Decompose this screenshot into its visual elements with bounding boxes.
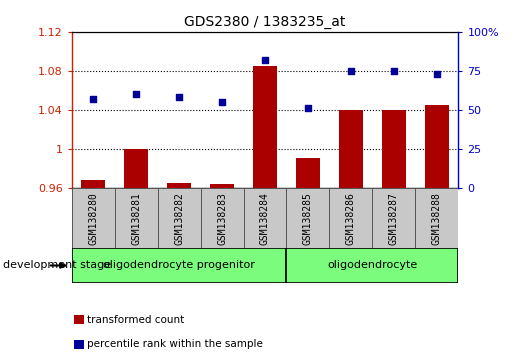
Text: GSM138283: GSM138283: [217, 193, 227, 245]
Text: development stage: development stage: [3, 261, 111, 270]
Bar: [167, 183, 191, 188]
Bar: [373, 188, 416, 248]
Bar: [210, 184, 234, 188]
Text: percentile rank within the sample: percentile rank within the sample: [87, 339, 263, 349]
Point: [89, 96, 98, 102]
Text: GSM138281: GSM138281: [131, 193, 141, 245]
Bar: [425, 105, 449, 188]
Bar: [114, 188, 157, 248]
Point: [261, 57, 269, 63]
Text: GSM138280: GSM138280: [88, 193, 98, 245]
Bar: [330, 188, 373, 248]
Text: GSM138282: GSM138282: [174, 193, 184, 245]
Text: GSM138286: GSM138286: [346, 193, 356, 245]
Bar: [253, 66, 277, 188]
Bar: [416, 188, 458, 248]
Text: GSM138287: GSM138287: [389, 193, 399, 245]
Bar: [81, 180, 105, 188]
Bar: [124, 149, 148, 188]
Point: [432, 71, 441, 77]
Bar: [243, 188, 287, 248]
Bar: [157, 188, 200, 248]
Bar: [200, 188, 243, 248]
Point: [175, 95, 183, 100]
Bar: [296, 159, 320, 188]
Text: GSM138288: GSM138288: [432, 193, 442, 245]
Text: GSM138284: GSM138284: [260, 193, 270, 245]
Bar: [339, 110, 363, 188]
Bar: [287, 248, 458, 283]
Point: [218, 99, 226, 105]
Title: GDS2380 / 1383235_at: GDS2380 / 1383235_at: [184, 16, 346, 29]
Text: oligodendrocyte progenitor: oligodendrocyte progenitor: [103, 261, 255, 270]
Point: [347, 68, 355, 74]
Text: oligodendrocyte: oligodendrocyte: [328, 261, 418, 270]
Text: GSM138285: GSM138285: [303, 193, 313, 245]
Bar: [72, 188, 114, 248]
Bar: [287, 188, 330, 248]
Point: [132, 91, 140, 97]
Point: [304, 105, 312, 111]
Text: transformed count: transformed count: [87, 315, 184, 325]
Bar: [382, 110, 406, 188]
Bar: [72, 248, 287, 283]
Point: [390, 68, 398, 74]
